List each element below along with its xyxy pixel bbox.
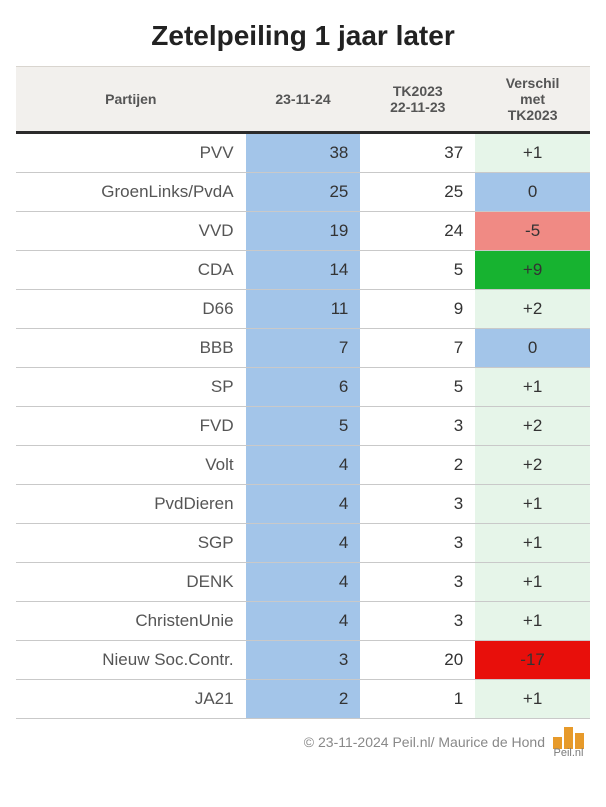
col-header-party: Partijen — [16, 67, 246, 133]
table-row: DENK43+1 — [16, 563, 590, 602]
col-header-b-line1: TK2023 — [393, 83, 443, 99]
value-current: 6 — [246, 368, 361, 407]
table-row: JA2121+1 — [16, 680, 590, 719]
party-name: VVD — [16, 212, 246, 251]
party-name: Nieuw Soc.Contr. — [16, 641, 246, 680]
table-row: FVD53+2 — [16, 407, 590, 446]
value-tk2023: 3 — [360, 602, 475, 641]
value-current: 4 — [246, 563, 361, 602]
value-current: 11 — [246, 290, 361, 329]
party-name: FVD — [16, 407, 246, 446]
value-diff: +2 — [475, 407, 590, 446]
value-tk2023: 3 — [360, 524, 475, 563]
value-tk2023: 5 — [360, 251, 475, 290]
value-diff: +1 — [475, 602, 590, 641]
col-header-diff: Verschil met TK2023 — [475, 67, 590, 133]
value-current: 2 — [246, 680, 361, 719]
table-row: VVD1924-5 — [16, 212, 590, 251]
poll-table: Partijen 23-11-24 TK2023 22-11-23 Versch… — [16, 66, 590, 719]
value-diff: +1 — [475, 524, 590, 563]
footer-text: © 23-11-2024 Peil.nl/ Maurice de Hond — [304, 734, 545, 750]
party-name: ChristenUnie — [16, 602, 246, 641]
col-header-diff-line1: Verschil — [506, 75, 560, 91]
party-name: SGP — [16, 524, 246, 563]
col-header-date-a: 23-11-24 — [246, 67, 361, 133]
table-row: CDA145+9 — [16, 251, 590, 290]
value-diff: +9 — [475, 251, 590, 290]
table-row: GroenLinks/PvdA25250 — [16, 173, 590, 212]
table-row: BBB770 — [16, 329, 590, 368]
table-row: D66119+2 — [16, 290, 590, 329]
value-current: 4 — [246, 602, 361, 641]
value-tk2023: 9 — [360, 290, 475, 329]
col-header-diff-line2: met — [520, 91, 545, 107]
col-header-diff-line3: TK2023 — [508, 107, 558, 123]
value-diff: +2 — [475, 290, 590, 329]
party-name: BBB — [16, 329, 246, 368]
value-current: 4 — [246, 485, 361, 524]
value-diff: +1 — [475, 563, 590, 602]
value-tk2023: 3 — [360, 485, 475, 524]
value-diff: +2 — [475, 446, 590, 485]
value-tk2023: 3 — [360, 563, 475, 602]
party-name: SP — [16, 368, 246, 407]
value-diff: -17 — [475, 641, 590, 680]
value-tk2023: 24 — [360, 212, 475, 251]
party-name: Volt — [16, 446, 246, 485]
peil-logo: Peil.nl — [553, 725, 584, 759]
party-name: JA21 — [16, 680, 246, 719]
table-row: SP65+1 — [16, 368, 590, 407]
value-tk2023: 20 — [360, 641, 475, 680]
value-current: 14 — [246, 251, 361, 290]
value-diff: 0 — [475, 329, 590, 368]
value-diff: -5 — [475, 212, 590, 251]
col-header-b-line2: 22-11-23 — [390, 99, 445, 115]
value-current: 4 — [246, 524, 361, 563]
party-name: CDA — [16, 251, 246, 290]
value-diff: +1 — [475, 133, 590, 173]
value-current: 25 — [246, 173, 361, 212]
party-name: PvdDieren — [16, 485, 246, 524]
value-current: 7 — [246, 329, 361, 368]
value-tk2023: 1 — [360, 680, 475, 719]
table-row: SGP43+1 — [16, 524, 590, 563]
value-current: 4 — [246, 446, 361, 485]
table-header-row: Partijen 23-11-24 TK2023 22-11-23 Versch… — [16, 67, 590, 133]
party-name: PVV — [16, 133, 246, 173]
bars-icon — [553, 725, 584, 749]
value-diff: 0 — [475, 173, 590, 212]
value-tk2023: 37 — [360, 133, 475, 173]
value-diff: +1 — [475, 368, 590, 407]
table-row: PvdDieren43+1 — [16, 485, 590, 524]
party-name: DENK — [16, 563, 246, 602]
party-name: GroenLinks/PvdA — [16, 173, 246, 212]
footer: © 23-11-2024 Peil.nl/ Maurice de Hond Pe… — [16, 725, 590, 759]
table-row: Volt42+2 — [16, 446, 590, 485]
col-header-date-b: TK2023 22-11-23 — [360, 67, 475, 133]
party-name: D66 — [16, 290, 246, 329]
value-tk2023: 7 — [360, 329, 475, 368]
table-body: PVV3837+1GroenLinks/PvdA25250VVD1924-5CD… — [16, 133, 590, 719]
table-row: Nieuw Soc.Contr.320-17 — [16, 641, 590, 680]
peil-logo-label: Peil.nl — [554, 747, 584, 759]
page-title: Zetelpeiling 1 jaar later — [16, 20, 590, 52]
value-tk2023: 5 — [360, 368, 475, 407]
value-current: 5 — [246, 407, 361, 446]
value-tk2023: 3 — [360, 407, 475, 446]
value-tk2023: 25 — [360, 173, 475, 212]
value-diff: +1 — [475, 680, 590, 719]
value-current: 3 — [246, 641, 361, 680]
value-tk2023: 2 — [360, 446, 475, 485]
table-row: PVV3837+1 — [16, 133, 590, 173]
table-row: ChristenUnie43+1 — [16, 602, 590, 641]
value-diff: +1 — [475, 485, 590, 524]
value-current: 19 — [246, 212, 361, 251]
value-current: 38 — [246, 133, 361, 173]
